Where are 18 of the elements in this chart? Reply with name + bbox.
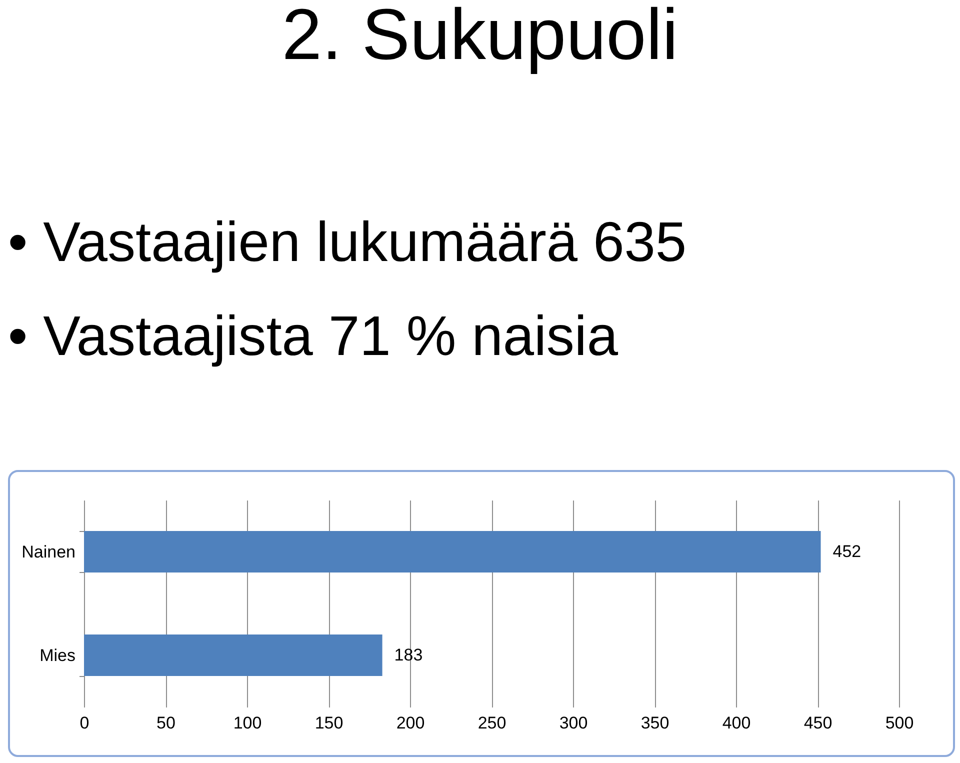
x-tick-label: 150 (314, 714, 344, 732)
y-tick-label: Mies (40, 646, 76, 665)
data-label: 183 (394, 645, 423, 664)
y-tick-label: Nainen (22, 542, 76, 562)
text: • Vastaajien lukumäärä 635 (8, 209, 687, 275)
data-label: 452 (832, 542, 862, 561)
chart-title: 2. Sukupuoli (280, 0, 680, 76)
x-tick-label: 400 (722, 714, 751, 732)
x-tick-label: 500 (885, 714, 914, 732)
x-tick-label: 250 (478, 714, 506, 732)
x-tick-label: 350 (640, 714, 670, 732)
text: • Vastaajista 71 % naisia (8, 303, 620, 369)
x-tick-label: 300 (559, 714, 588, 732)
x-tick-label: 50 (156, 714, 176, 732)
x-tick-label: 0 (80, 714, 90, 732)
x-tick-label: 100 (233, 714, 262, 732)
x-tick-label: 200 (396, 714, 425, 732)
x-tick-label: 450 (804, 714, 832, 732)
